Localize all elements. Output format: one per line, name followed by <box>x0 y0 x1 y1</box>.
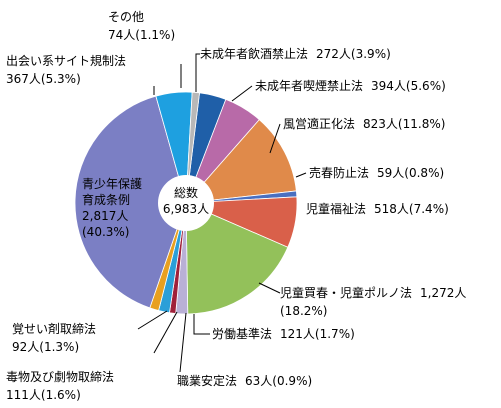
label-fuei: 風営適正化法 823人(11.8%) <box>283 116 445 131</box>
label-fuei-count: 823人 <box>363 117 398 131</box>
center-total-value: 6,983人 <box>163 202 209 216</box>
label-inshu: 未成年者飲酒禁止法 272人(3.9%) <box>200 46 391 61</box>
label-jidofukushi-pct: (7.4%) <box>409 202 449 216</box>
label-rodo: 労働基準法 121人(1.7%) <box>212 326 355 341</box>
label-jidofukushi-name: 児童福祉法 <box>306 201 366 216</box>
label-kakuseizai-value: 92人(1.3%) <box>12 340 79 354</box>
label-baishun-name: 売春防止法 <box>309 165 369 180</box>
label-shokugyo-name: 職業安定法 <box>177 373 237 388</box>
label-jidofukushi-count: 518人 <box>374 202 409 216</box>
leader-line-rodo <box>193 314 210 335</box>
leader-line-kakuseizai <box>137 310 168 330</box>
center-total-title: 総数 <box>174 185 198 200</box>
label-kakuseizai-name: 覚せい剤取締法 <box>12 321 96 336</box>
label-shokugyo: 職業安定法 63人(0.9%) <box>177 373 312 388</box>
label-fuei-name: 風営適正化法 <box>283 116 355 131</box>
label-jidofukushi: 児童福祉法 518人(7.4%) <box>306 201 449 216</box>
label-baishun-pct: (0.8%) <box>404 166 444 180</box>
label-deai-name: 出会い系サイト規制法 <box>6 53 126 68</box>
label-kakuseizai-pct: (1.3%) <box>39 340 79 354</box>
pie-slice-10 <box>74 95 187 309</box>
label-dokubutsu-name: 毒物及び劇物取締法 <box>6 369 114 384</box>
label-kitsuen-name: 未成年者喫煙禁止法 <box>255 79 363 93</box>
label-seishonen-count: 2,817人 <box>82 209 128 223</box>
label-kitsuen: 未成年者喫煙禁止法 394人(5.6%) <box>255 79 446 93</box>
label-other-name: その他 <box>108 10 144 24</box>
leader-line-dokubutsu <box>153 311 178 354</box>
leader-line-shokugyo <box>179 312 187 373</box>
center-hole <box>158 175 214 231</box>
label-other-value: 74人(1.1%) <box>108 28 175 42</box>
label-kakuseizai-count: 92人 <box>12 340 39 354</box>
label-seishonen-pct: (40.3%) <box>82 225 129 239</box>
label-dokubutsu-value: 111人(1.6%) <box>6 388 81 402</box>
leader-line-inshu <box>195 53 200 92</box>
leader-line-baishun <box>295 172 307 178</box>
label-other-pct: (1.1%) <box>135 28 175 42</box>
label-inshu-count: 272人 <box>316 47 351 61</box>
label-jidokaishun-name: 児童買春・児童ポルノ法 <box>280 285 412 300</box>
leader-line-fuei <box>269 123 281 154</box>
label-baishun: 売春防止法 59人(0.8%) <box>309 165 444 180</box>
label-baishun-count: 59人 <box>377 166 404 180</box>
label-rodo-count: 121人 <box>280 327 315 341</box>
label-dokubutsu-count: 111人 <box>6 388 41 402</box>
pie-slice-5 <box>185 202 289 315</box>
label-rodo-pct: (1.7%) <box>315 327 355 341</box>
label-jidokaishun-pct: (18.2%) <box>280 304 327 318</box>
label-inshu-name: 未成年者飲酒禁止法 <box>200 46 308 61</box>
label-seishonen-name-1: 青少年保護 <box>82 176 142 191</box>
leader-lines <box>137 53 307 373</box>
label-deai-pct: (5.3%) <box>41 72 81 86</box>
label-inshu-pct: (3.9%) <box>351 47 391 61</box>
label-other-count: 74人 <box>108 28 135 42</box>
label-shokugyo-pct: (0.9%) <box>272 374 312 388</box>
label-fuei-pct: (11.8%) <box>398 117 445 131</box>
pie-slice-2 <box>185 119 297 204</box>
label-kitsuen-count: 394人 <box>371 79 406 93</box>
label-dokubutsu-pct: (1.6%) <box>41 388 81 402</box>
leader-line-kitsuen <box>231 85 253 102</box>
label-kitsuen-pct: (5.6%) <box>406 79 446 93</box>
label-shokugyo-count: 63人 <box>245 374 272 388</box>
pie-slices <box>74 91 298 315</box>
label-jidokaishun-count: 1,272人 <box>420 286 466 300</box>
label-deai-count: 367人 <box>6 72 41 86</box>
leader-line-jidokaishun <box>258 282 281 294</box>
label-seishonen-name-2: 育成条例 <box>82 192 130 207</box>
label-deai-value: 367人(5.3%) <box>6 72 81 86</box>
label-jidokaishun: 児童買春・児童ポルノ法 1,272人 <box>280 285 466 300</box>
label-rodo-name: 労働基準法 <box>212 326 272 341</box>
